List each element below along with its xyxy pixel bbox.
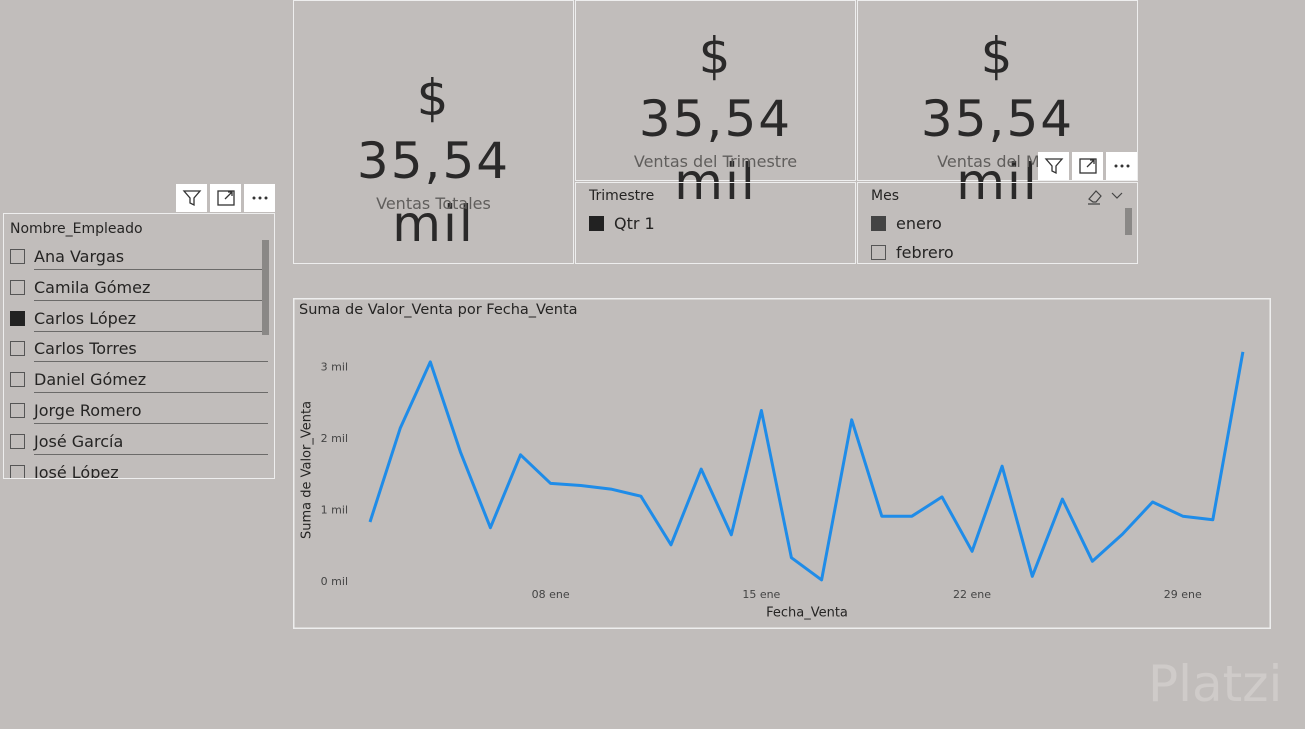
more-glyph [1114,164,1129,168]
x-axis-label: Fecha_Venta [766,606,848,621]
slicer-title: Trimestre [589,188,655,204]
visual-toolbar [176,184,275,212]
visual-toolbar [1038,152,1137,180]
item-underline [34,269,268,270]
item-label: febrero [896,243,954,262]
watermark: Platzi [1148,655,1283,713]
item-underline [34,423,268,424]
item-underline [34,392,268,394]
y-tick-label: 3 mil [321,361,348,374]
line-chart: Suma de Valor_Venta por Fecha_Venta Suma… [293,298,1271,629]
item-label: Jorge Romero [34,401,142,420]
slicer-title: Nombre_Empleado [10,221,143,237]
card-label: Ventas del Mes [937,152,1058,171]
item-label: José López [34,462,119,479]
filter-icon[interactable] [1038,152,1069,180]
slicer: Mes enero febrero [857,182,1138,264]
card: $ 35,54 mil Ventas del Trimestre [575,0,856,211]
x-tick-label: 29 ene [1164,588,1202,601]
slicer-item[interactable]: José García [4,431,268,455]
y-axis-label: Suma de Valor_Venta [300,401,315,539]
checkbox[interactable] [871,216,886,231]
filter-glyph [1044,158,1063,175]
y-tick-label: 2 mil [321,432,348,445]
slicer-item[interactable]: febrero [858,243,1131,263]
checkbox[interactable] [10,341,25,357]
y-tick-label: 1 mil [321,504,348,517]
filter-glyph [182,190,201,207]
slicer-item[interactable]: José López [4,462,268,479]
checkbox[interactable] [10,433,25,449]
x-tick-label: 22 ene [953,588,991,601]
focus-glyph [1078,158,1097,174]
card-value: $ 35,54 mil [920,27,1075,211]
item-underline [34,453,268,455]
filter-icon[interactable] [176,184,207,212]
checkbox[interactable] [10,372,25,388]
chart-border [293,298,1271,629]
more-glyph [252,196,267,200]
slicer: Nombre_Empleado Ana Vargas Camila Gómez Car… [3,213,275,479]
checkbox[interactable] [10,310,25,326]
slicer-item[interactable]: enero [858,214,1131,234]
checkbox[interactable] [589,216,604,231]
checkbox[interactable] [10,464,25,478]
card: $ 35,54 mil Ventas del Mes [857,0,1138,211]
slicer-item[interactable]: Camila Gómez [4,277,268,301]
slicer-item[interactable]: Ana Vargas [4,247,268,270]
item-label: José García [34,431,124,451]
data-line [368,351,1245,582]
slicer-item[interactable]: Daniel Gómez [4,370,268,394]
focus-icon[interactable] [210,184,241,212]
slicer-item[interactable]: Carlos López [4,308,268,332]
chevron-icon[interactable] [1111,192,1123,199]
eraser-icon[interactable] [1088,190,1102,205]
item-label: Carlos Torres [34,339,137,359]
item-label: Camila Gómez [34,277,151,297]
scrollbar [1125,208,1132,235]
item-underline [34,361,268,363]
slicer-header-icons [1088,190,1123,205]
item-underline [34,330,268,332]
checkbox[interactable] [10,279,25,295]
item-label: Qtr 1 [614,214,655,233]
focus-glyph [216,190,235,206]
x-tick-label: 15 ene [742,588,780,601]
checkbox[interactable] [10,249,25,264]
item-label: Daniel Gómez [34,370,147,390]
more-icon[interactable] [1106,152,1137,180]
slicer-title: Mes [871,188,899,204]
item-label: Ana Vargas [34,247,125,266]
item-label: enero [896,214,942,233]
chart-title: Suma de Valor_Venta por Fecha_Venta [299,302,578,318]
checkbox[interactable] [871,245,886,260]
x-tick-label: 08 ene [532,588,570,601]
more-icon[interactable] [244,184,275,212]
card-label: Ventas del Trimestre [633,152,798,171]
slicer: Trimestre Qtr 1 [575,182,856,264]
focus-icon[interactable] [1072,152,1103,180]
item-label: Carlos López [34,308,137,328]
item-underline [34,299,268,301]
scrollbar [262,240,269,335]
slicer-item[interactable]: Qtr 1 [576,214,849,234]
card-value: $ 35,54 mil [356,69,511,253]
slicer-item[interactable]: Carlos Torres [4,339,268,363]
slicer-item[interactable]: Jorge Romero [4,401,268,424]
checkbox[interactable] [10,403,25,418]
card-label: Ventas Totales [376,194,491,213]
card: $ 35,54 mil Ventas Totales [293,0,574,264]
y-tick-label: 0 mil [321,575,348,588]
